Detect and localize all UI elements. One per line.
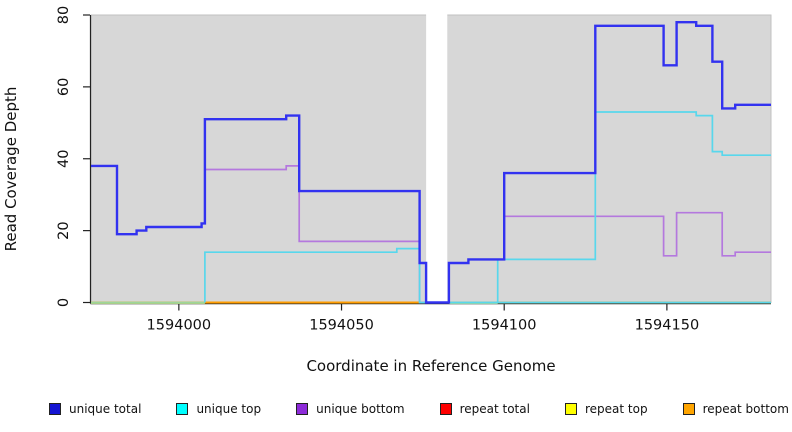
- x-tick-label: 1594000: [147, 318, 212, 334]
- series-unique-top-line: [204, 247, 771, 304]
- x-axis-title: Coordinate in Reference Genome: [306, 357, 556, 375]
- unique-top-swatch: [176, 403, 189, 415]
- legend: unique total unique top unique bottom repea…: [49, 398, 789, 420]
- y-tick-label: 40: [56, 150, 72, 168]
- legend-item-unique-top: unique top: [176, 402, 261, 416]
- y-tick-label: 80: [56, 6, 72, 24]
- legend-item-repeat-bottom: repeat bottom: [682, 402, 789, 416]
- x-tick-label: 1594050: [309, 318, 374, 334]
- x-tick-label: 1594100: [472, 318, 537, 334]
- legend-item-repeat-top: repeat top: [564, 402, 648, 416]
- repeat-top-swatch: [564, 403, 577, 415]
- legend-label: unique bottom: [316, 402, 405, 416]
- legend-label: unique total: [69, 402, 142, 416]
- y-tick-label: 60: [56, 78, 72, 96]
- x-tick-label: 1594150: [635, 318, 700, 334]
- legend-item-unique-total: unique total: [49, 402, 141, 416]
- legend-item-repeat-total: repeat total: [439, 402, 530, 416]
- legend-label: repeat top: [584, 402, 648, 416]
- repeat-bottom-swatch: [682, 403, 695, 415]
- y-tick-label: 0: [56, 298, 72, 307]
- unique-total-swatch: [49, 403, 61, 415]
- legend-item-unique-bottom: unique bottom: [296, 402, 405, 416]
- series-unique-top-line: [496, 111, 771, 303]
- legend-label: repeat bottom: [702, 402, 789, 416]
- repeat-total-swatch: [439, 403, 452, 415]
- series-unique-total-line: [91, 21, 771, 304]
- legend-label: repeat total: [459, 402, 530, 416]
- unique-bottom-swatch: [296, 403, 309, 415]
- no-data-gap: [426, 14, 448, 303]
- y-axis-title: Read Coverage Depth: [2, 86, 20, 252]
- legend-label: unique top: [196, 402, 262, 416]
- y-tick-label: 20: [56, 221, 72, 239]
